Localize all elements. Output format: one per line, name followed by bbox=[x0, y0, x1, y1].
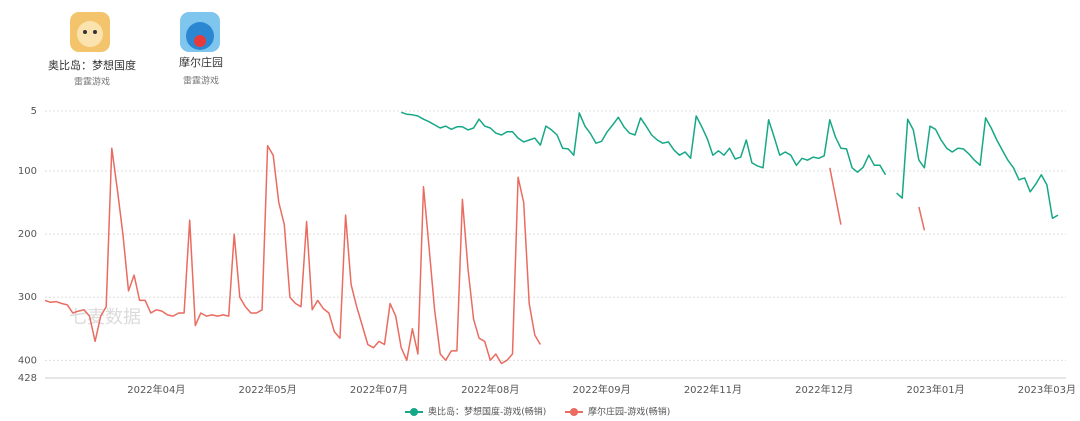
x-tick-label: 2023年01月 bbox=[906, 383, 964, 396]
x-tick-label: 2022年07月 bbox=[350, 383, 408, 396]
y-tick-label: 100 bbox=[18, 166, 37, 177]
y-tick-label: 200 bbox=[18, 229, 37, 240]
y-tick-label: 5 bbox=[31, 106, 37, 117]
y-tick-label: 428 bbox=[18, 373, 37, 384]
app-header: 奥比岛：梦想国度 雷霆游戏 摩尔庄园 雷霆游戏 bbox=[48, 12, 223, 88]
app-name: 奥比岛：梦想国度 bbox=[48, 58, 136, 72]
legend-label: 奥比岛：梦想国度-游戏(畅销) bbox=[428, 406, 546, 418]
x-tick-label: 2022年08月 bbox=[461, 383, 519, 396]
app-publisher: 雷霆游戏 bbox=[183, 75, 219, 87]
app-icon-nose bbox=[194, 35, 206, 47]
app-icon-eye bbox=[93, 30, 97, 34]
x-tick-label: 2022年09月 bbox=[572, 383, 630, 396]
series-line bbox=[400, 111, 1059, 220]
x-tick-label: 2022年04月 bbox=[127, 383, 185, 396]
app-name: 摩尔庄园 bbox=[179, 55, 223, 69]
legend-marker bbox=[410, 408, 418, 416]
legend-label: 摩尔庄园-游戏(畅销) bbox=[588, 406, 670, 418]
x-tick-label: 2022年12月 bbox=[795, 383, 853, 396]
legend-marker bbox=[570, 408, 578, 416]
y-tick-label: 400 bbox=[18, 355, 37, 366]
series-line bbox=[44, 144, 926, 365]
app-icon-face bbox=[77, 21, 103, 47]
x-tick-label: 2022年05月 bbox=[239, 383, 297, 396]
y-tick-label: 300 bbox=[18, 292, 37, 303]
app-publisher: 雷霆游戏 bbox=[74, 76, 110, 88]
x-tick-label: 2023年03月 bbox=[1018, 383, 1076, 396]
app-icon-eye bbox=[83, 30, 87, 34]
x-tick-label: 2022年11月 bbox=[684, 383, 742, 396]
